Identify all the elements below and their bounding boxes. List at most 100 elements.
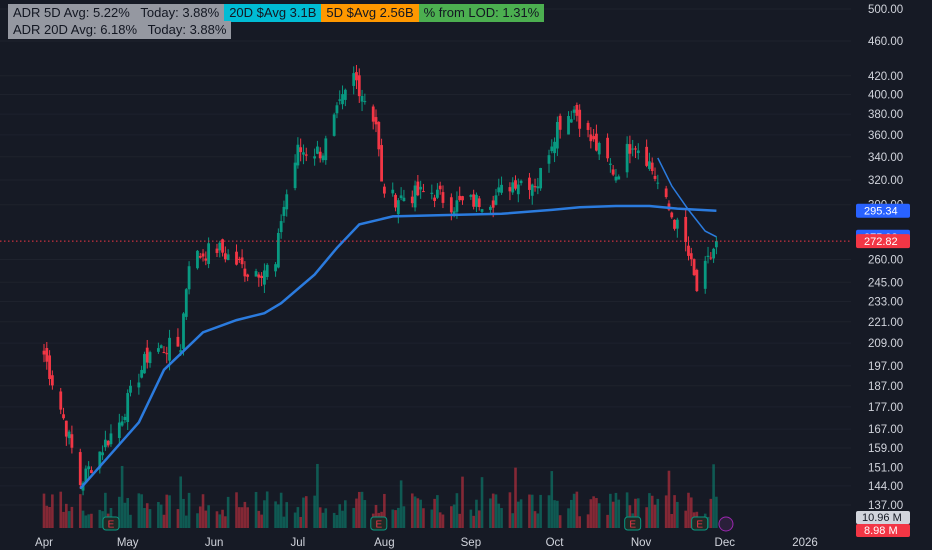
volume-bar (567, 508, 570, 528)
volume-bar (352, 507, 355, 528)
candle-body (363, 101, 367, 103)
candle-body (703, 260, 707, 289)
candle-body (335, 105, 339, 114)
volume-bar (438, 512, 442, 528)
candle-body (240, 257, 244, 265)
volume-bar (461, 476, 464, 528)
candle-body (374, 117, 378, 125)
volume-bar (324, 508, 328, 528)
volume-bar (187, 492, 191, 528)
candle-body (324, 138, 328, 161)
candle-body (514, 180, 517, 189)
volume-badge-red-bg (856, 524, 910, 537)
candle-body (458, 195, 462, 201)
candle-body (168, 337, 171, 361)
volume-bar (243, 501, 247, 528)
candle-body (695, 269, 699, 291)
candle-body (413, 185, 417, 208)
candle-body (260, 275, 264, 278)
candle-body (78, 452, 82, 485)
volume-bar (469, 509, 473, 528)
candle-body (64, 420, 68, 437)
volume-bar (277, 504, 280, 528)
candle-body (218, 242, 222, 251)
volume-bar (313, 495, 316, 528)
volume-bar (715, 496, 718, 528)
volume-bar (399, 480, 403, 528)
volume-bar (235, 492, 238, 528)
price-axis[interactable]: 500.00 460.00 420.00 400.00 380.00 360.00 340.… (868, 4, 903, 512)
volume-bar (441, 514, 445, 528)
candle-body (321, 155, 325, 161)
volume-bar (296, 507, 300, 528)
candle-body (475, 194, 478, 207)
candle-body (422, 191, 425, 193)
candle-body (692, 259, 696, 276)
volume-bar (338, 504, 342, 528)
volume-bar (148, 509, 152, 528)
flash-icon (718, 516, 734, 532)
earnings-letter: E (629, 520, 636, 531)
candle-body (196, 250, 199, 269)
candle-body (689, 253, 693, 260)
volume-bar (684, 510, 687, 528)
candle-body (614, 176, 618, 181)
candle-body (539, 168, 543, 189)
earnings-badge (624, 516, 642, 531)
candle-body (285, 194, 289, 210)
earnings-badge (102, 516, 120, 531)
candle-body (360, 95, 364, 102)
price-tick-label: 420.00 (868, 71, 903, 83)
candle-body (117, 422, 121, 439)
candle-body (567, 115, 570, 135)
indicator-row-1: ADR 5D Avg: 5.22% Today: 3.88% 20D $Avg … (8, 4, 545, 22)
candle-body (419, 186, 423, 190)
volume-bar (226, 496, 230, 528)
candle-body (438, 185, 442, 190)
candle-body (589, 134, 593, 142)
time-axis[interactable]: Apr May Jun Jul Aug Sep Oct Nov Dec 2026 (35, 537, 818, 549)
volume-bar (480, 477, 484, 528)
candle-body (296, 144, 300, 166)
volume-bar (410, 493, 414, 528)
volume-bar (436, 495, 439, 528)
candle-body (606, 137, 609, 159)
volume-bar (51, 494, 54, 528)
candle-body (106, 440, 110, 446)
candle-body (338, 99, 342, 101)
volume-bar (458, 513, 462, 528)
volume-bar (87, 514, 90, 528)
candle-body (237, 258, 241, 261)
volume-bar (118, 496, 121, 528)
candle-body (435, 189, 439, 198)
volume-bar (712, 464, 715, 528)
price-tick-label: 245.00 (868, 277, 903, 289)
candle-body (165, 353, 169, 355)
volume-bar (70, 506, 74, 528)
candle-body (572, 109, 576, 113)
volume-bar (595, 498, 598, 528)
candle-body (246, 274, 250, 277)
candle-body (578, 109, 582, 129)
candle-body (201, 253, 205, 257)
volume-bar (59, 491, 63, 528)
volume-bar (332, 512, 336, 528)
volume-bar (589, 499, 593, 528)
candle-body (394, 194, 397, 208)
last-price-badge: 272.82 (864, 236, 898, 248)
volume-bar (450, 506, 453, 528)
volume-bar (157, 502, 160, 528)
volume-bar (335, 515, 339, 528)
volume-bar (609, 493, 612, 528)
volume-bar (645, 507, 648, 528)
volume-bar (572, 493, 576, 528)
candle-body (204, 258, 208, 261)
earnings-letter: E (108, 520, 115, 531)
volume-bar (78, 494, 82, 528)
candle-body (530, 184, 534, 196)
candle-body (162, 351, 166, 353)
volume-badge-red: 8.98 M (864, 525, 898, 537)
candle-body (59, 391, 63, 410)
